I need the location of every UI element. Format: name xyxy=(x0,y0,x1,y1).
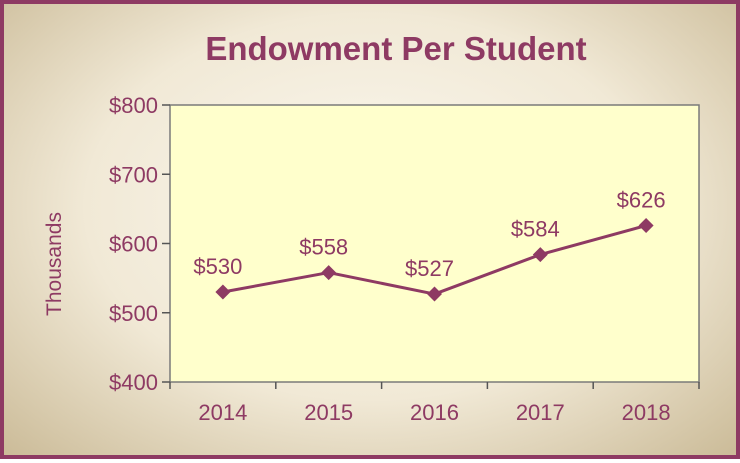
x-tick-label: 2018 xyxy=(622,400,671,425)
chart-title: Endowment Per Student xyxy=(205,30,586,67)
data-point-marker xyxy=(321,265,337,281)
line-chart: Endowment Per Student Thousands $400 $500… xyxy=(43,30,700,425)
y-tick-label: $800 xyxy=(109,93,158,118)
y-tick-label: $400 xyxy=(109,370,158,395)
data-point-marker xyxy=(638,217,654,233)
data-label: $626 xyxy=(617,187,666,212)
data-label: $530 xyxy=(193,254,242,279)
data-label: $527 xyxy=(405,256,454,281)
data-point-marker xyxy=(215,284,231,300)
y-tick-label: $500 xyxy=(109,301,158,326)
data-point-marker xyxy=(427,286,442,302)
x-tick-label: 2016 xyxy=(410,400,459,425)
x-tick-label: 2017 xyxy=(516,400,565,425)
data-label: $558 xyxy=(299,235,348,260)
x-tick-label: 2015 xyxy=(304,400,353,425)
x-tick-label: 2014 xyxy=(198,400,247,425)
y-axis-label: Thousands xyxy=(43,212,66,316)
data-point-marker xyxy=(532,247,548,263)
plot-area xyxy=(169,104,700,383)
data-label: $584 xyxy=(511,217,560,242)
y-tick-label: $600 xyxy=(109,232,158,257)
y-tick-label: $700 xyxy=(109,162,158,187)
